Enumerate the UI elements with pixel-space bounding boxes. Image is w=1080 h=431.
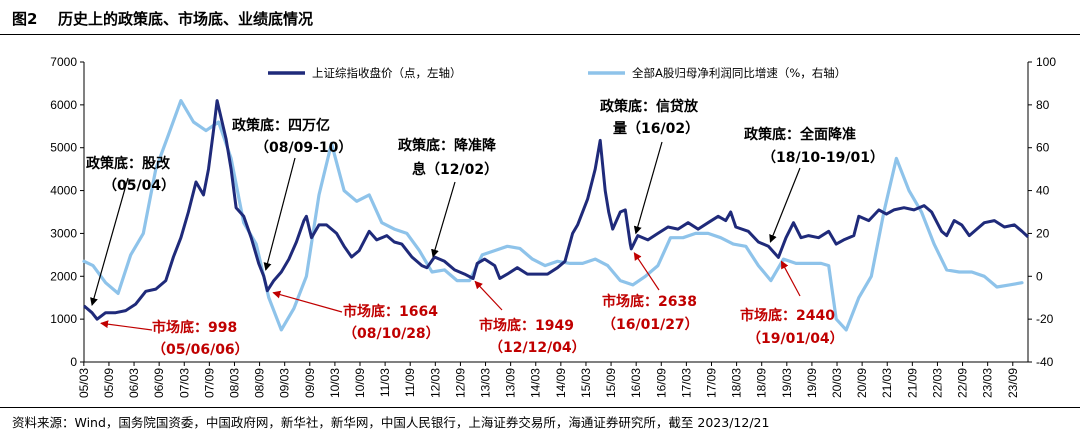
market-bottom-label: （05/06/06） bbox=[152, 342, 249, 358]
right-tick-label: 20 bbox=[1036, 226, 1050, 240]
market-bottom-label: 市场底：998 bbox=[152, 319, 237, 336]
market-bottom-label: （12/12/04） bbox=[489, 340, 586, 356]
x-tick-label: 20/09 bbox=[855, 368, 869, 398]
right-tick-label: 100 bbox=[1036, 55, 1056, 69]
x-tick-label: 10/03 bbox=[328, 368, 342, 398]
right-tick-label: 0 bbox=[1036, 269, 1043, 283]
figure-label: 图2 bbox=[12, 10, 38, 28]
market-bottom-label: （19/01/04） bbox=[747, 331, 844, 347]
policy-bottom-label: 政策底：四万亿 bbox=[232, 117, 330, 134]
policy-bottom-label: 政策底：降准降 bbox=[398, 137, 497, 154]
left-tick-label: 7000 bbox=[50, 55, 77, 69]
x-tick-label: 06/03 bbox=[127, 368, 141, 398]
x-tick-label: 06/09 bbox=[152, 368, 166, 398]
policy-bottom-label: 量（16/02） bbox=[613, 121, 699, 137]
policy-bottom-arrow bbox=[90, 177, 129, 306]
left-tick-label: 3000 bbox=[50, 226, 77, 240]
x-tick-label: 08/09 bbox=[253, 368, 267, 398]
x-tick-label: 15/03 bbox=[579, 368, 593, 398]
policy-bottom-arrow bbox=[769, 167, 801, 243]
policy-bottom-label: （08/09-10） bbox=[255, 140, 352, 156]
x-tick-label: 21/09 bbox=[905, 368, 919, 398]
x-tick-label: 17/03 bbox=[679, 368, 693, 398]
policy-bottom-arrow bbox=[263, 157, 296, 271]
shanghai-index-line bbox=[83, 99, 1030, 321]
x-tick-label: 14/03 bbox=[529, 368, 543, 398]
x-tick-label: 11/09 bbox=[403, 368, 417, 397]
figure-title: 历史上的政策底、市场底、业绩底情况 bbox=[58, 10, 314, 28]
market-bottom-arrow bbox=[100, 320, 153, 331]
figure-header: 图2 历史上的政策底、市场底、业绩底情况 bbox=[0, 0, 1080, 34]
x-tick-label: 19/03 bbox=[780, 368, 794, 398]
policy-bottom-arrow bbox=[633, 141, 663, 235]
left-tick-label: 4000 bbox=[50, 184, 77, 198]
x-tick-label: 10/09 bbox=[353, 368, 367, 398]
market-bottom-arrow bbox=[633, 252, 660, 291]
x-tick-label: 23/03 bbox=[981, 368, 995, 398]
x-tick-label: 05/03 bbox=[77, 368, 91, 398]
legend-label-profit: 全部A股归母净利润同比增速（%，右轴） bbox=[632, 66, 846, 80]
market-bottom-arrow bbox=[474, 280, 503, 311]
x-tick-label: 23/09 bbox=[1006, 368, 1020, 398]
left-tick-label: 1000 bbox=[50, 312, 77, 326]
policy-bottom-label: （05/04） bbox=[103, 178, 175, 194]
right-tick-label: 40 bbox=[1036, 184, 1050, 198]
x-tick-label: 07/03 bbox=[177, 368, 191, 398]
market-bottom-arrow bbox=[780, 260, 801, 297]
policy-bottom-label: 政策底：股改 bbox=[86, 155, 171, 172]
footer-divider bbox=[0, 407, 1080, 408]
x-tick-label: 18/03 bbox=[730, 368, 744, 398]
market-bottom-label: 市场底：1949 bbox=[479, 317, 574, 334]
policy-bottom-label: 息（12/02） bbox=[412, 161, 498, 178]
right-tick-label: -40 bbox=[1036, 355, 1054, 369]
x-tick-label: 09/03 bbox=[278, 368, 292, 398]
x-tick-label: 11/03 bbox=[378, 368, 392, 397]
x-tick-label: 05/09 bbox=[102, 368, 116, 398]
x-tick-label: 12/03 bbox=[428, 368, 442, 398]
x-tick-label: 12/09 bbox=[453, 368, 467, 398]
policy-bottom-arrow bbox=[431, 181, 456, 258]
market-bottom-label: 市场底：2638 bbox=[602, 293, 697, 310]
series-layer bbox=[82, 99, 1030, 332]
market-bottom-label: 市场底：1664 bbox=[343, 303, 438, 320]
left-tick-label: 0 bbox=[70, 355, 77, 369]
line-chart: 0 1000 2000 3000 4000 5000 6000 7000 -40 -20 0 20 40… bbox=[50, 55, 1056, 398]
x-tick-label: 15/09 bbox=[604, 368, 618, 398]
x-tick-label: 19/09 bbox=[805, 368, 819, 398]
market-bottom-arrow bbox=[272, 290, 343, 313]
x-tick-label: 17/09 bbox=[704, 368, 718, 398]
x-tick-label: 16/09 bbox=[654, 368, 668, 398]
right-tick-label: 60 bbox=[1036, 141, 1050, 155]
profit-growth-line bbox=[82, 99, 1024, 332]
chart-axes: 0 1000 2000 3000 4000 5000 6000 7000 -40 -20 0 20 40… bbox=[50, 55, 1056, 398]
chart-annotations: 政策底：股改 （05/04） 政策底：四万亿 （08/09-10） 政策底：降准降息（1… bbox=[86, 98, 884, 358]
x-tick-label: 16/03 bbox=[629, 368, 643, 398]
policy-bottom-label: 政策底：信贷放 bbox=[600, 98, 699, 115]
x-tick-label: 13/09 bbox=[504, 368, 518, 398]
right-tick-label: 80 bbox=[1036, 98, 1050, 112]
market-bottom-label: 市场底：2440 bbox=[740, 307, 835, 324]
left-tick-label: 6000 bbox=[50, 98, 77, 112]
policy-bottom-label: （18/10-19/01） bbox=[762, 150, 884, 166]
x-tick-label: 22/03 bbox=[930, 368, 944, 398]
x-tick-label: 22/09 bbox=[956, 368, 970, 398]
market-bottom-label: （16/01/27） bbox=[602, 317, 699, 333]
chart-legend: 上证综指收盘价（点，左轴） 全部A股归母净利润同比增速（%，右轴） bbox=[268, 66, 846, 80]
x-tick-label: 21/03 bbox=[880, 368, 894, 398]
x-tick-label: 08/03 bbox=[227, 368, 241, 398]
left-tick-label: 2000 bbox=[50, 269, 77, 283]
legend-label-index: 上证综指收盘价（点，左轴） bbox=[312, 66, 462, 80]
x-tick-label: 07/09 bbox=[202, 368, 216, 398]
title-divider bbox=[0, 34, 1080, 35]
x-tick-label: 13/03 bbox=[479, 368, 493, 398]
source-note: 资料来源：Wind，国务院国资委，中国政府网，新华社，新华网，中国人民银行，上海… bbox=[12, 415, 770, 430]
x-tick-label: 09/09 bbox=[303, 368, 317, 398]
x-tick-label: 18/09 bbox=[755, 368, 769, 398]
left-tick-label: 5000 bbox=[50, 141, 77, 155]
right-tick-label: -20 bbox=[1036, 312, 1054, 326]
market-bottom-label: （08/10/28） bbox=[343, 326, 440, 342]
x-tick-label: 20/03 bbox=[830, 368, 844, 398]
policy-bottom-label: 政策底：全面降准 bbox=[744, 126, 856, 143]
x-tick-label: 14/09 bbox=[554, 368, 568, 398]
